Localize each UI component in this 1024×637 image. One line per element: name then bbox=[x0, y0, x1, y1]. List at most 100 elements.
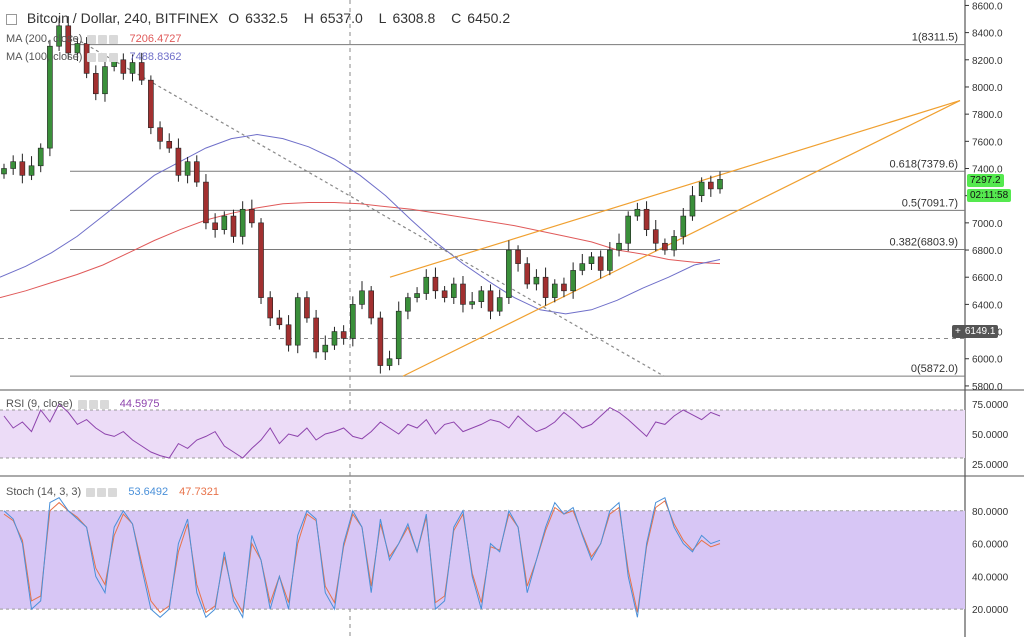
candle-body bbox=[212, 222, 218, 230]
candle-body bbox=[19, 161, 26, 176]
candle-body bbox=[551, 283, 558, 298]
stoch-legend[interactable]: Stoch (14, 3, 3) 53.6492 47.7321 bbox=[6, 486, 219, 498]
gear-icon[interactable] bbox=[97, 487, 107, 497]
trend-line-downtrend bbox=[69, 34, 665, 377]
candle-body bbox=[74, 43, 81, 54]
rsi-tick-label: 50.0000 bbox=[972, 430, 1009, 441]
eye-icon[interactable] bbox=[87, 52, 97, 62]
crosshair-price-value: 6149.1 bbox=[964, 326, 996, 337]
eye-icon[interactable] bbox=[86, 487, 96, 497]
stoch-d-value: 47.7321 bbox=[179, 486, 219, 498]
candle-body bbox=[148, 79, 154, 129]
candle-body bbox=[607, 249, 613, 271]
candle-body bbox=[625, 215, 632, 244]
candle-body bbox=[616, 242, 622, 251]
candle-body bbox=[10, 161, 16, 169]
candle-body bbox=[56, 25, 62, 47]
trend-line-support bbox=[402, 100, 961, 377]
candle-body bbox=[377, 317, 384, 366]
eye-icon[interactable] bbox=[87, 34, 97, 44]
fib-label: 0.382(6803.9) bbox=[890, 237, 959, 249]
price-tick-label: 8600.0 bbox=[972, 1, 1003, 12]
price-tick-label: 7800.0 bbox=[972, 110, 1003, 121]
candle-body bbox=[469, 301, 475, 305]
candle-body bbox=[285, 324, 292, 346]
price-tick-label: 7600.0 bbox=[972, 137, 1003, 148]
stoch-tick-label: 60.0000 bbox=[972, 540, 1009, 551]
ma100-line bbox=[0, 133, 721, 315]
candle-body bbox=[294, 297, 301, 346]
candle-body bbox=[102, 66, 108, 95]
candle-body bbox=[579, 263, 586, 271]
close-icon[interactable] bbox=[108, 487, 118, 497]
close-icon[interactable] bbox=[99, 399, 109, 409]
stoch-tick-label: 20.0000 bbox=[972, 605, 1009, 616]
candle-body bbox=[496, 297, 503, 312]
stoch-label: Stoch (14, 3, 3) bbox=[6, 486, 82, 498]
high-value: H 6537.0 bbox=[303, 10, 363, 26]
candle-body bbox=[671, 236, 677, 251]
candle-body bbox=[588, 256, 595, 264]
candle-body bbox=[441, 290, 448, 298]
ma100-label: MA (100, close) bbox=[6, 51, 83, 63]
fib-label: 0.5(7091.7) bbox=[902, 197, 958, 209]
candle-body bbox=[708, 181, 714, 190]
crosshair-price-badge: +6149.1 bbox=[952, 325, 999, 338]
stoch-k-line bbox=[3, 496, 721, 619]
symbol-title: Bitcoin / Dollar, 240, BITFINEX bbox=[26, 10, 219, 26]
candle-body bbox=[239, 208, 246, 237]
candle-body bbox=[184, 161, 191, 176]
ma100-value: 7488.8362 bbox=[129, 51, 182, 63]
candle-body bbox=[423, 276, 430, 294]
collapse-icon[interactable] bbox=[6, 13, 17, 25]
candle-body bbox=[533, 276, 540, 285]
candle-body bbox=[304, 297, 310, 319]
candle-body bbox=[175, 147, 182, 176]
stoch-k-value: 53.6492 bbox=[128, 486, 169, 498]
countdown-badge: 02:11:58 bbox=[967, 189, 1012, 202]
ma200-legend[interactable]: MA (200, close) 7206.4727 bbox=[6, 33, 182, 45]
fib-label: 0.618(7379.6) bbox=[890, 158, 959, 170]
candle-body bbox=[386, 358, 393, 366]
open-value: O 6332.5 bbox=[228, 10, 288, 26]
close-icon[interactable] bbox=[109, 34, 119, 44]
ma100-legend[interactable]: MA (100, close) 7488.8362 bbox=[6, 51, 182, 63]
candle-body bbox=[698, 181, 705, 196]
candle-body bbox=[92, 73, 99, 95]
candle-body bbox=[120, 59, 127, 74]
gear-icon[interactable] bbox=[88, 399, 98, 409]
ma200-line bbox=[0, 202, 721, 299]
candle-body bbox=[249, 208, 255, 224]
candle-body bbox=[680, 215, 687, 237]
gear-icon[interactable] bbox=[98, 52, 108, 62]
price-tick-label: 8200.0 bbox=[972, 56, 1003, 67]
ma200-value: 7206.4727 bbox=[129, 33, 182, 45]
close-icon[interactable] bbox=[109, 52, 119, 62]
candle-body bbox=[65, 25, 72, 54]
fib-label: 0(5872.0) bbox=[911, 363, 958, 375]
candle-body bbox=[322, 344, 329, 353]
candle-body bbox=[515, 249, 521, 264]
candle-body bbox=[506, 249, 512, 298]
candle-body bbox=[643, 208, 650, 230]
candle-body bbox=[28, 165, 35, 176]
candle-body bbox=[138, 62, 145, 81]
price-tick-label: 7000.0 bbox=[972, 219, 1003, 230]
candle-body bbox=[230, 215, 237, 237]
candle-body bbox=[258, 222, 264, 298]
candle-body bbox=[203, 181, 209, 224]
rsi-legend[interactable]: RSI (9, close) 44.5975 bbox=[6, 398, 160, 410]
eye-icon[interactable] bbox=[77, 399, 87, 409]
price-tick-label: 6600.0 bbox=[972, 273, 1003, 284]
plus-icon[interactable]: + bbox=[955, 326, 961, 337]
candle-body bbox=[414, 293, 420, 298]
price-tick-label: 8000.0 bbox=[972, 83, 1003, 94]
price-tick-label: 6400.0 bbox=[972, 300, 1003, 311]
rsi-band bbox=[0, 410, 965, 458]
candle-body bbox=[221, 215, 228, 230]
candle-body bbox=[340, 331, 347, 339]
price-tick-label: 8400.0 bbox=[972, 29, 1003, 40]
price-tick-label: 6000.0 bbox=[972, 355, 1003, 366]
gear-icon[interactable] bbox=[98, 34, 108, 44]
